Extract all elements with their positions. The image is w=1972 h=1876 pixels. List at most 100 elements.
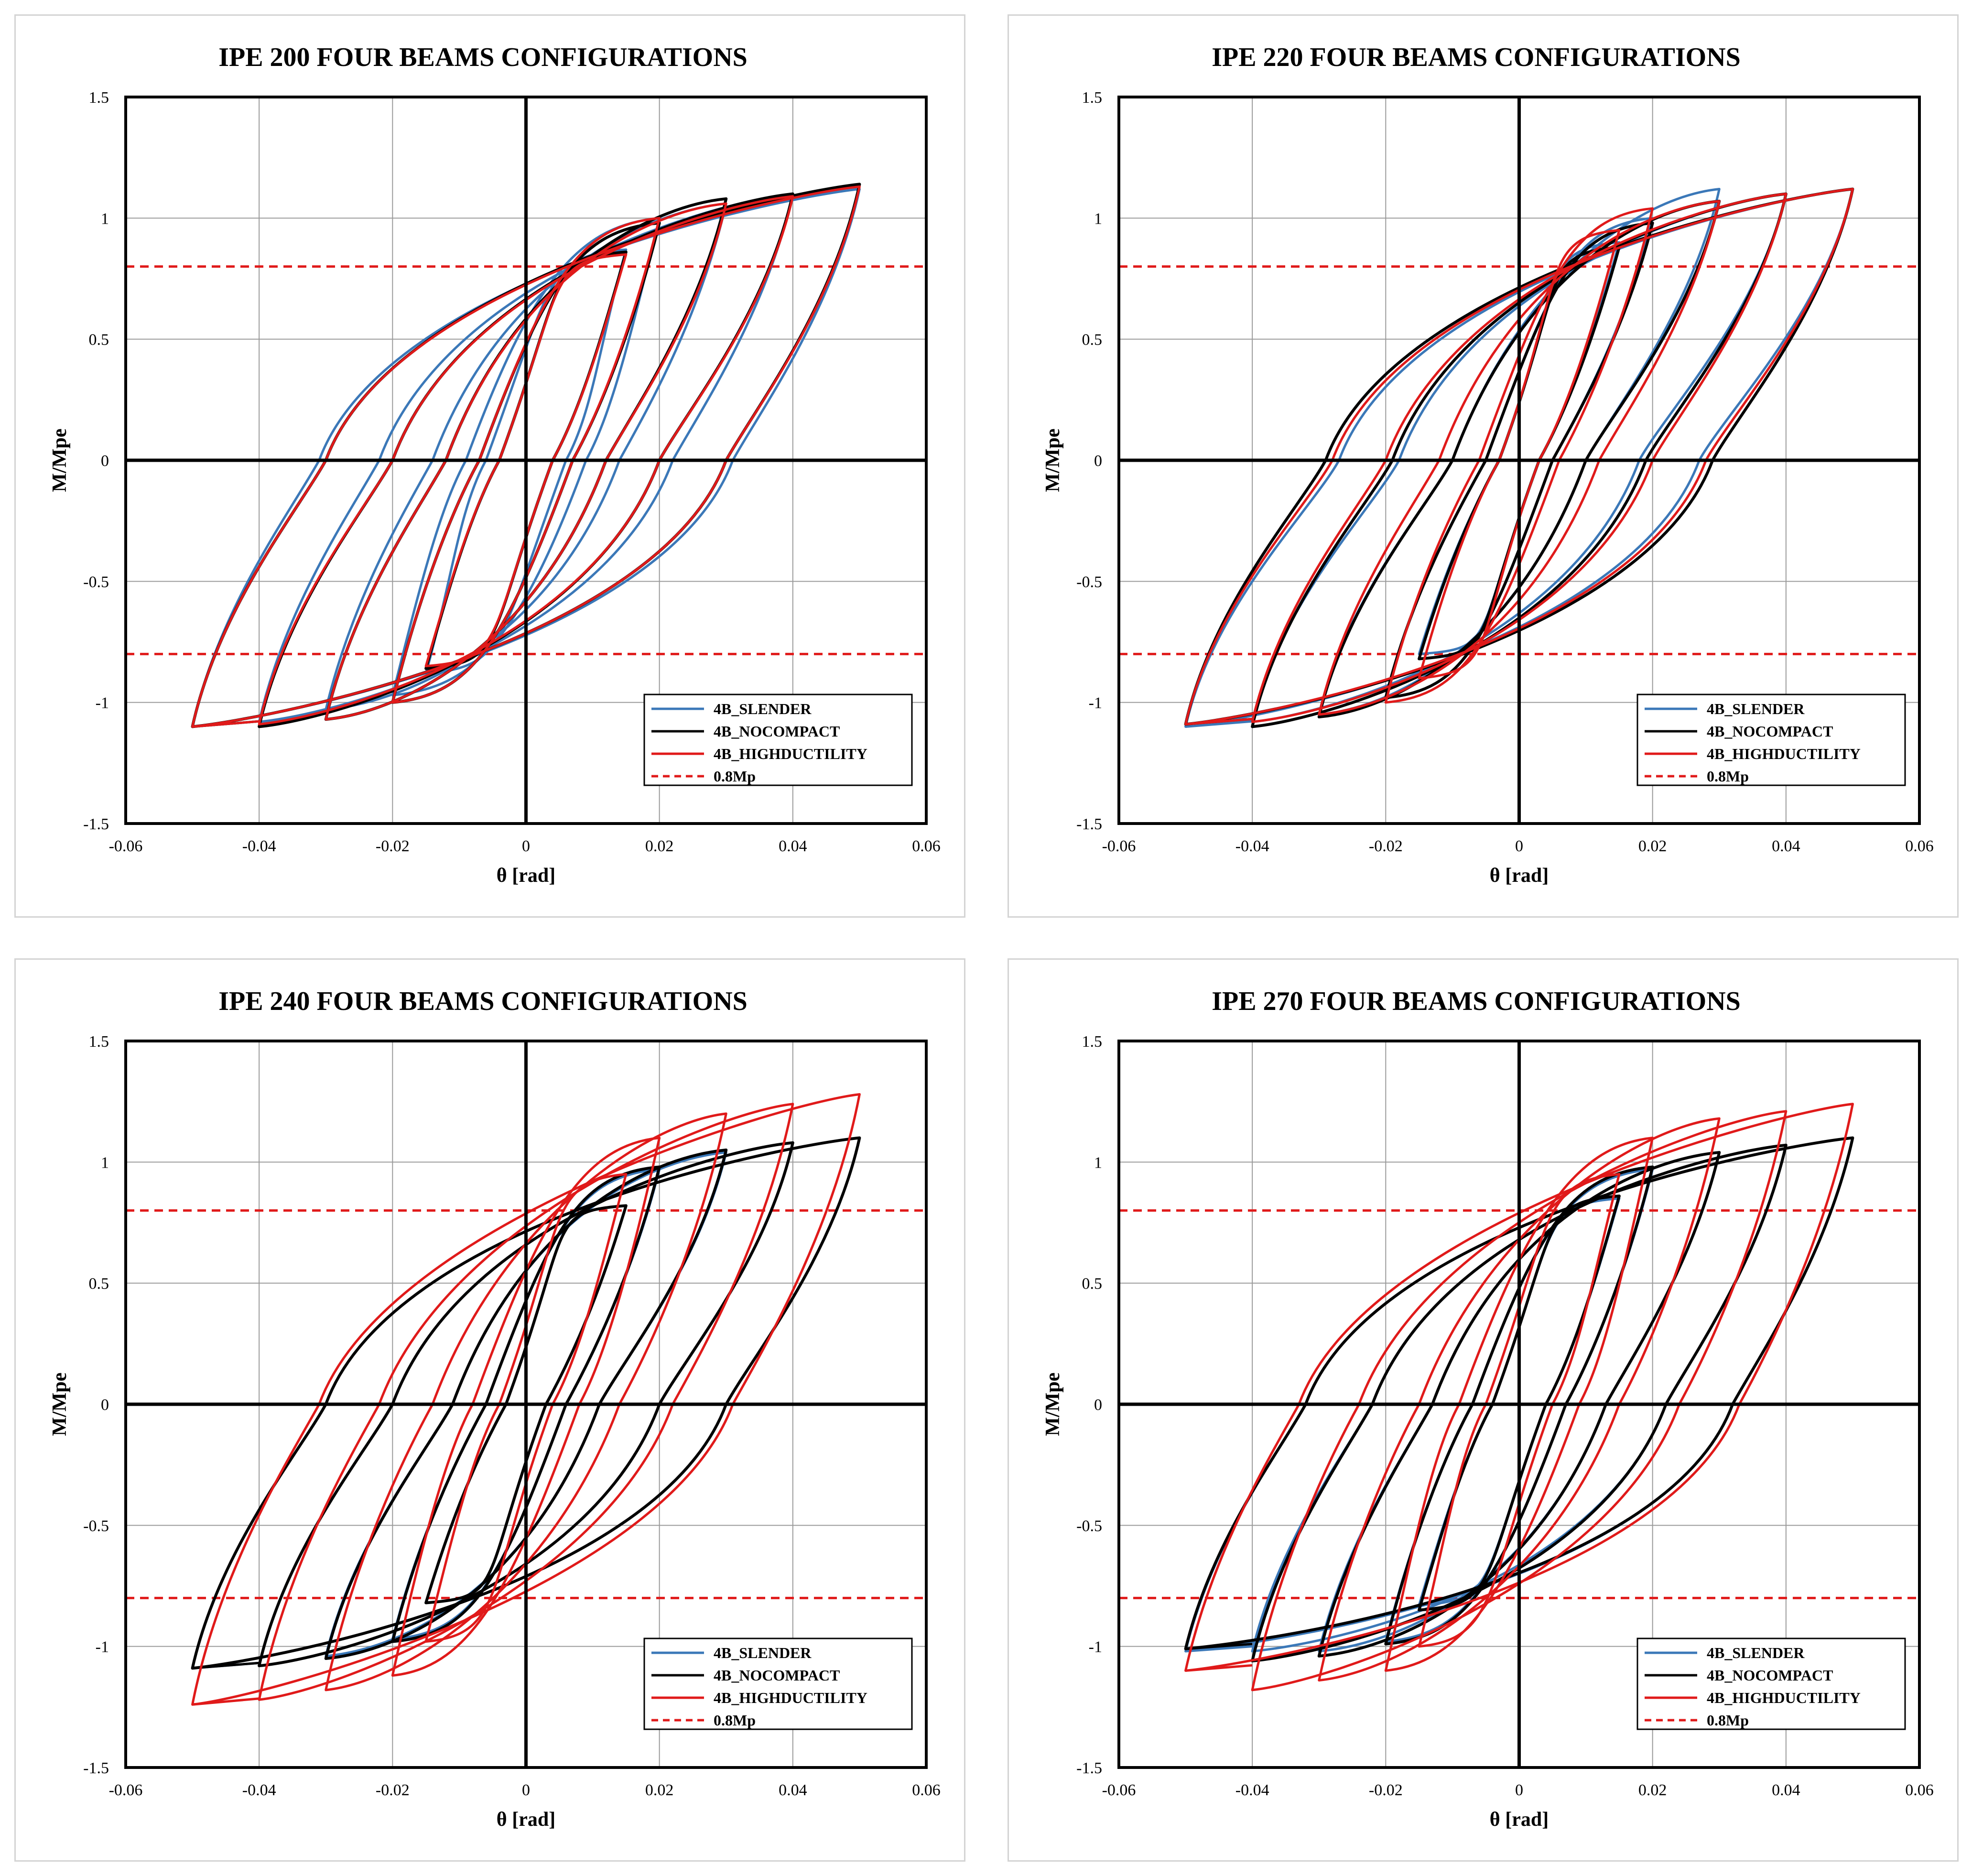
tick-labels: -0.06 -0.04 -0.02 0 0.02 0.04 0.06 1.5 1 0.5 0 -0.5… bbox=[83, 89, 941, 855]
x-tick-label: 0 bbox=[522, 1781, 530, 1799]
hysteresis-loop bbox=[1317, 1151, 1721, 1658]
x-axis-label: θ [rad] bbox=[497, 1809, 555, 1831]
chart-svg: IPE 270 FOUR BEAMS CONFIGURATIONS-0.06 -0… bbox=[1042, 987, 1934, 1831]
x-tick-label: -0.02 bbox=[376, 1781, 410, 1799]
tail-segment bbox=[1185, 1643, 1253, 1650]
hysteresis-loop bbox=[1184, 188, 1854, 728]
legend-label: 4B_HIGHDUCTILITY bbox=[714, 1689, 867, 1706]
hysteresis-loop bbox=[1384, 1137, 1654, 1672]
hysteresis-loop bbox=[191, 1136, 861, 1670]
y-tick-label: 1.5 bbox=[89, 89, 109, 107]
x-tick-label: 0.04 bbox=[1772, 1781, 1800, 1799]
hysteresis-loop bbox=[191, 185, 861, 728]
x-tick-label: 0.04 bbox=[779, 1781, 807, 1799]
x-tick-label: -0.06 bbox=[109, 1781, 143, 1799]
hysteresis-loop bbox=[1251, 192, 1788, 728]
y-tick-label: 1 bbox=[1094, 210, 1102, 228]
series-4b_highductility bbox=[1184, 188, 1854, 726]
legend-label: 4B_HIGHDUCTILITY bbox=[714, 745, 867, 762]
legend-label: 0.8Mp bbox=[714, 768, 756, 785]
legend-label: 4B_NOCOMPACT bbox=[1707, 723, 1833, 740]
plot-frame bbox=[1117, 96, 1921, 825]
chart-svg: IPE 200 FOUR BEAMS CONFIGURATIONS -0.06 -0… bbox=[49, 43, 941, 887]
legend-label: 0.8Mp bbox=[714, 1712, 756, 1729]
y-tick-label: -1 bbox=[96, 1638, 109, 1656]
x-tick-label: -0.02 bbox=[1369, 837, 1403, 855]
y-tick-label: 1.5 bbox=[89, 1033, 109, 1051]
x-tick-label: -0.04 bbox=[1235, 837, 1269, 855]
series-4b_highductility bbox=[191, 1093, 861, 1706]
y-axis-label: M/Mpe bbox=[1042, 429, 1064, 492]
legend-label: 4B_SLENDER bbox=[714, 1644, 812, 1661]
x-tick-label: 0.06 bbox=[1905, 1781, 1934, 1799]
plot-frame bbox=[124, 96, 928, 825]
y-axis-label: M/Mpe bbox=[49, 429, 71, 492]
x-tick-label: 0.06 bbox=[1905, 837, 1934, 855]
legend: 4B_SLENDER 4B_NOCOMPACT 4B_HIGHDUCTILITY 0.… bbox=[643, 694, 913, 786]
hysteresis-loop bbox=[424, 253, 628, 668]
legend: 4B_SLENDER 4B_NOCOMPACT 4B_HIGHDUCTILITY 0.… bbox=[1636, 694, 1906, 786]
x-tick-label: -0.06 bbox=[1102, 837, 1136, 855]
tail-segment bbox=[1185, 1645, 1253, 1653]
y-tick-label: -1.5 bbox=[83, 815, 109, 833]
chart-panel-ipe270: IPE 270 FOUR BEAMS CONFIGURATIONS -0.06 -0… bbox=[1008, 958, 1959, 1862]
hysteresis-loop bbox=[391, 1137, 661, 1677]
hysteresis-loop bbox=[1418, 1194, 1621, 1612]
hysteresis-loop bbox=[324, 1149, 728, 1660]
y-tick-label: -1.5 bbox=[1076, 1759, 1102, 1777]
y-tick-label: 0 bbox=[1094, 452, 1102, 470]
x-axis-label: θ [rad] bbox=[497, 865, 555, 887]
y-tick-label: -1.5 bbox=[83, 1759, 109, 1777]
y-tick-label: 1.5 bbox=[1082, 1033, 1103, 1051]
x-tick-label: -0.04 bbox=[242, 837, 276, 855]
y-tick-label: -1 bbox=[1089, 694, 1102, 712]
chart-title: IPE 200 FOUR BEAMS CONFIGURATIONS bbox=[218, 43, 748, 72]
x-axis-label: θ [rad] bbox=[1490, 865, 1549, 887]
y-tick-label: 0.5 bbox=[89, 1275, 109, 1293]
y-tick-label: -1.5 bbox=[1076, 815, 1102, 833]
y-tick-label: 1 bbox=[1094, 1154, 1102, 1171]
x-tick-label: 0.02 bbox=[1638, 837, 1667, 855]
x-tick-label: 0 bbox=[1515, 837, 1523, 855]
x-tick-label: -0.06 bbox=[109, 837, 143, 855]
tail-segment bbox=[192, 1697, 260, 1706]
hysteresis-loop bbox=[258, 195, 794, 726]
tick-labels: -0.06 -0.04 -0.02 0 0.02 0.04 0.06 1.5 1 0.5 0 -0.5… bbox=[1076, 89, 1934, 855]
x-tick-label: 0.06 bbox=[912, 837, 941, 855]
hysteresis-loop bbox=[1251, 193, 1788, 723]
hysteresis-loop bbox=[1318, 1117, 1721, 1682]
x-tick-label: 0.04 bbox=[779, 837, 807, 855]
y-tick-label: 1.5 bbox=[1082, 89, 1103, 107]
hysteresis-loop bbox=[1317, 199, 1721, 719]
y-tick-label: 1 bbox=[101, 1154, 109, 1171]
tick-labels: -0.06 -0.04 -0.02 0 0.02 0.04 0.06 1.5 1 0.5 0 -0.5… bbox=[83, 1033, 941, 1799]
y-tick-label: -0.5 bbox=[83, 1517, 109, 1535]
chart-svg: IPE 240 FOUR BEAMS CONFIGURATIONS -0.06 -0… bbox=[49, 987, 941, 1831]
x-tick-label: -0.02 bbox=[376, 837, 410, 855]
hysteresis-loop bbox=[191, 1093, 861, 1706]
y-tick-label: 0 bbox=[1094, 1396, 1102, 1414]
legend-label: 4B_HIGHDUCTILITY bbox=[1707, 1689, 1861, 1706]
x-tick-label: -0.04 bbox=[1235, 1781, 1269, 1799]
x-tick-label: 0 bbox=[1515, 1781, 1523, 1799]
x-tick-label: -0.02 bbox=[1369, 1781, 1403, 1799]
legend-label: 0.8Mp bbox=[1707, 1712, 1749, 1729]
legend-label: 4B_SLENDER bbox=[1707, 1644, 1805, 1661]
tail-segment bbox=[1185, 720, 1253, 728]
chart-panel-ipe220: IPE 220 FOUR BEAMS CONFIGURATIONS -0.06 -0… bbox=[1008, 14, 1959, 918]
y-tick-label: -0.5 bbox=[1076, 573, 1102, 591]
hysteresis-loop bbox=[258, 1103, 794, 1701]
y-axis-label: M/Mpe bbox=[49, 1373, 71, 1436]
legend-label: 4B_NOCOMPACT bbox=[1707, 1667, 1833, 1684]
chart-title: IPE 240 FOUR BEAMS CONFIGURATIONS bbox=[218, 987, 748, 1016]
y-axis-label: M/Mpe bbox=[1042, 1373, 1064, 1436]
y-tick-label: 0.5 bbox=[89, 331, 109, 349]
y-tick-label: -0.5 bbox=[83, 573, 109, 591]
tail-segment bbox=[1185, 717, 1253, 726]
plot-frame bbox=[1117, 1040, 1921, 1769]
chart-panel-ipe240: IPE 240 FOUR BEAMS CONFIGURATIONS -0.06 -0… bbox=[14, 958, 965, 1862]
legend-label: 0.8Mp bbox=[1707, 768, 1749, 785]
chart-title: IPE 270 FOUR BEAMS CONFIGURATIONS bbox=[1212, 987, 1741, 1016]
legend: 4B_SLENDER 4B_NOCOMPACT 4B_HIGHDUCTILITY 0.… bbox=[1636, 1637, 1906, 1730]
tail-segment bbox=[192, 1661, 260, 1670]
